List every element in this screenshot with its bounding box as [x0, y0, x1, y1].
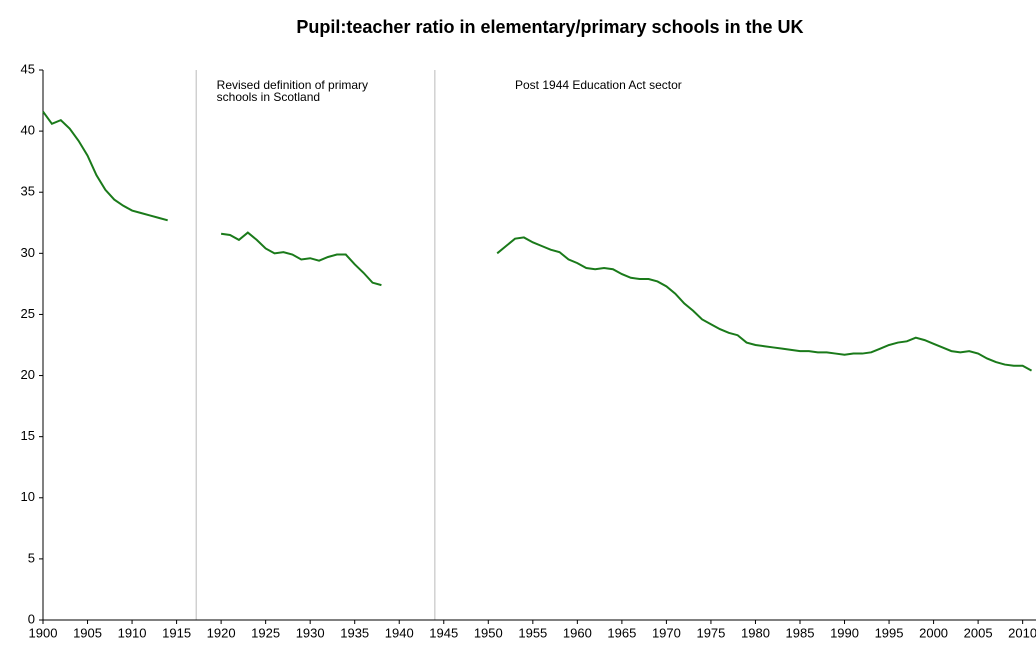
x-tick-label: 1995 [875, 625, 904, 640]
data-line [42, 110, 1033, 372]
x-tick-label: 1990 [830, 625, 859, 640]
x-tick-label: 1940 [385, 625, 414, 640]
x-tick-label: 1945 [429, 625, 458, 640]
y-tick-label: 30 [21, 245, 35, 260]
y-tick-label: 25 [21, 306, 35, 321]
y-tick-label: 45 [21, 61, 35, 76]
x-tick-label: 2005 [964, 625, 993, 640]
y-tick-label: 15 [21, 428, 35, 443]
x-tick-label: 2000 [919, 625, 948, 640]
x-tick-label: 1980 [741, 625, 770, 640]
x-tick-label: 1920 [207, 625, 236, 640]
chart-title: Pupil:teacher ratio in elementary/primar… [296, 17, 803, 37]
x-tick-label: 1985 [786, 625, 815, 640]
x-tick-label: 1900 [29, 625, 58, 640]
x-tick-label: 1905 [73, 625, 102, 640]
x-tick-label: 1950 [474, 625, 503, 640]
x-tick-label: 1960 [563, 625, 592, 640]
x-tick-label: 1925 [251, 625, 280, 640]
x-tick-label: 1965 [607, 625, 636, 640]
y-tick-label: 35 [21, 184, 35, 199]
x-tick-label: 1955 [518, 625, 547, 640]
y-tick-label: 20 [21, 367, 35, 382]
y-tick-label: 5 [28, 550, 35, 565]
x-tick-label: 1930 [296, 625, 325, 640]
x-tick-label: 1935 [340, 625, 369, 640]
x-tick-label: 1915 [162, 625, 191, 640]
y-tick-label: 40 [21, 123, 35, 138]
x-tick-label: 2010 [1008, 625, 1036, 640]
annotation: Revised definition of primary [217, 78, 368, 92]
x-tick-label: 1910 [118, 625, 147, 640]
y-tick-label: 10 [21, 489, 35, 504]
x-tick-label: 1970 [652, 625, 681, 640]
annotation: Post 1944 Education Act sector [515, 78, 682, 92]
annotation: schools in Scotland [217, 90, 320, 104]
x-tick-label: 1975 [696, 625, 725, 640]
y-tick-label: 0 [28, 611, 35, 626]
